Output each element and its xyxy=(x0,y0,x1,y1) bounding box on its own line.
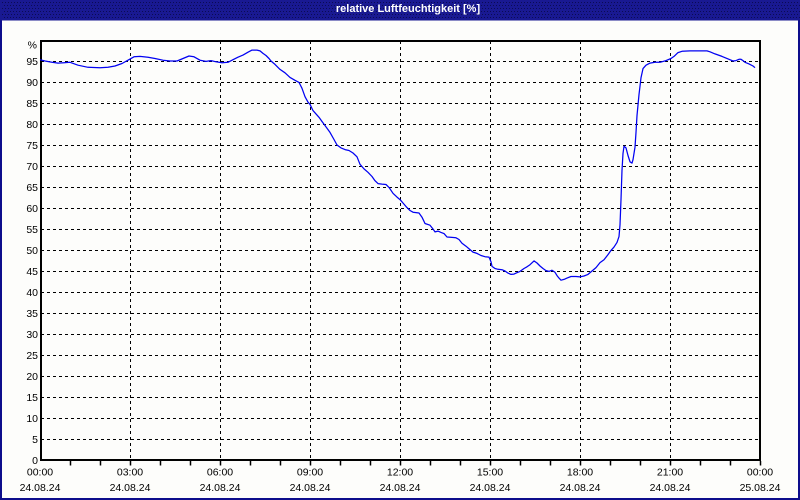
svg-text:50: 50 xyxy=(26,245,38,257)
svg-text:70: 70 xyxy=(26,161,38,173)
svg-text:12:00: 12:00 xyxy=(387,467,413,479)
svg-text:45: 45 xyxy=(26,266,38,278)
svg-text:03:00: 03:00 xyxy=(117,467,143,479)
svg-text:00:00: 00:00 xyxy=(747,467,773,479)
svg-text:55: 55 xyxy=(26,224,38,236)
svg-text:06:00: 06:00 xyxy=(207,467,233,479)
svg-text:30: 30 xyxy=(26,329,38,341)
svg-text:24.08.24: 24.08.24 xyxy=(200,482,241,494)
svg-text:21:00: 21:00 xyxy=(657,467,683,479)
svg-text:5: 5 xyxy=(32,434,38,446)
svg-text:24.08.24: 24.08.24 xyxy=(290,482,331,494)
svg-text:15:00: 15:00 xyxy=(477,467,503,479)
svg-text:24.08.24: 24.08.24 xyxy=(470,482,511,494)
svg-text:95: 95 xyxy=(26,56,38,68)
svg-text:85: 85 xyxy=(26,98,38,110)
svg-text:20: 20 xyxy=(26,371,38,383)
svg-text:24.08.24: 24.08.24 xyxy=(20,482,61,494)
svg-text:10: 10 xyxy=(26,413,38,425)
svg-text:60: 60 xyxy=(26,203,38,215)
svg-text:25.08.24: 25.08.24 xyxy=(740,482,781,494)
svg-text:18:00: 18:00 xyxy=(567,467,593,479)
svg-text:0: 0 xyxy=(32,455,38,467)
svg-text:24.08.24: 24.08.24 xyxy=(110,482,151,494)
svg-text:75: 75 xyxy=(26,140,38,152)
svg-text:09:00: 09:00 xyxy=(297,467,323,479)
svg-text:40: 40 xyxy=(26,287,38,299)
svg-text:90: 90 xyxy=(26,77,38,89)
svg-text:35: 35 xyxy=(26,308,38,320)
svg-text:80: 80 xyxy=(26,119,38,131)
svg-text:relative Luftfeuchtigkeit [%]: relative Luftfeuchtigkeit [%] xyxy=(336,3,481,15)
svg-text:00:00: 00:00 xyxy=(27,467,53,479)
svg-text:24.08.24: 24.08.24 xyxy=(560,482,601,494)
svg-text:24.08.24: 24.08.24 xyxy=(380,482,421,494)
svg-text:25: 25 xyxy=(26,350,38,362)
svg-text:%: % xyxy=(28,40,37,52)
svg-text:15: 15 xyxy=(26,392,38,404)
svg-text:24.08.24: 24.08.24 xyxy=(650,482,691,494)
svg-text:65: 65 xyxy=(26,182,38,194)
